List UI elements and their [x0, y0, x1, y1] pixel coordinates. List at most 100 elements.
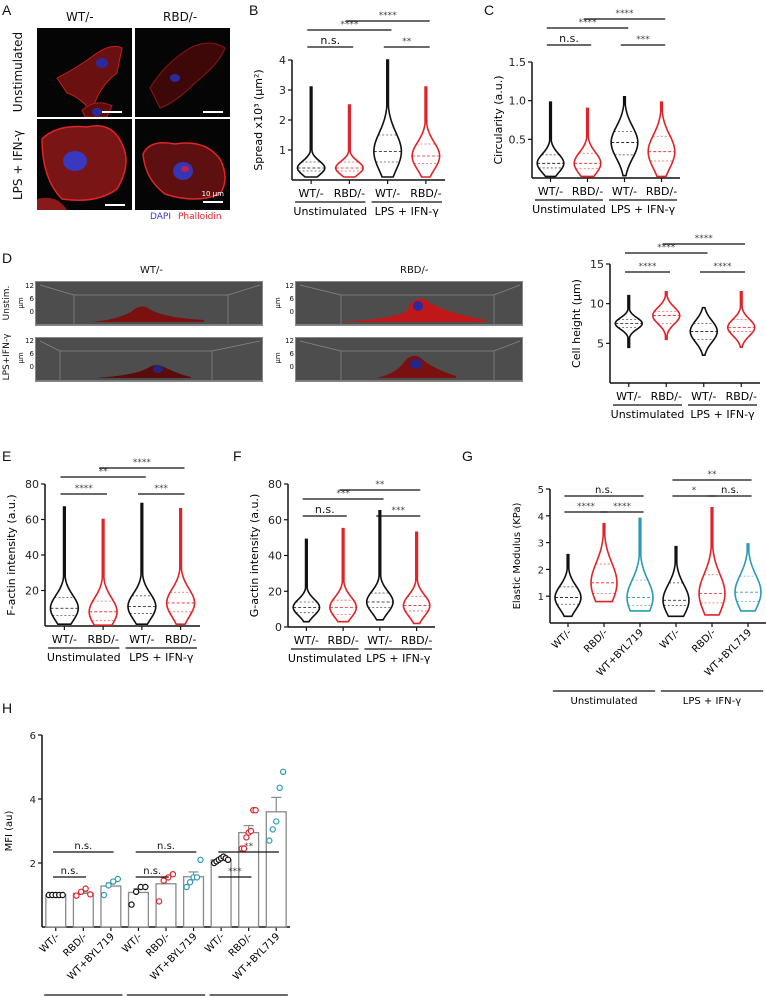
- violin: [554, 553, 582, 618]
- y-tick-label: 1.5: [509, 56, 527, 69]
- violin: [296, 86, 326, 178]
- x-tick-label: WT/-: [550, 627, 574, 651]
- significance-label: **: [402, 37, 412, 47]
- group-label: LPS + IFN-γ: [690, 408, 755, 421]
- d-axis-wt-unstim: 12 6 0: [25, 282, 34, 316]
- col-label-rbd: RBD/-: [163, 10, 198, 24]
- micrograph-rbd-unstim: [135, 28, 230, 117]
- significance-label: *: [692, 486, 697, 496]
- x-tick-label: RBD/-: [327, 634, 358, 647]
- panel-label-c: C: [484, 2, 495, 18]
- group-label: Unstimulated: [571, 696, 638, 707]
- d-row-label-lps-wrap: LPS+IFN-γ: [0, 333, 14, 381]
- cell-image: [142, 142, 226, 203]
- significance-label: ****: [714, 262, 733, 272]
- data-point: [224, 856, 232, 863]
- significance-label: n.s.: [315, 503, 335, 516]
- group-label: LPS + IFN-γ: [683, 696, 741, 707]
- zstack-render: [296, 284, 522, 325]
- row-label-lps-wrap: LPS + IFN-γ: [4, 120, 32, 210]
- panel-label-f: F: [233, 448, 242, 464]
- data-point: [142, 883, 149, 891]
- significance-label: ****: [639, 262, 658, 272]
- group-label: LPS + IFN-γ: [375, 205, 440, 218]
- d-unit-label: μm: [17, 352, 25, 364]
- panel-label-a: A: [2, 2, 12, 18]
- data-point: [276, 784, 283, 792]
- y-tick-label: 20: [25, 585, 39, 598]
- micrograph-wt-lps: [37, 119, 132, 210]
- y-axis-label: G-actin intensity (a.u.): [248, 494, 261, 618]
- data-point: [87, 891, 94, 898]
- chart-E-plot: 20 40 60 80 F-actin intensity (a.u.) WT/- RBD/…: [5, 458, 200, 664]
- d-row-label-unstim: Unstim.: [2, 285, 12, 320]
- significance-label: ****: [616, 9, 635, 19]
- group-label: Unstimulated: [532, 203, 606, 216]
- violin: [726, 290, 756, 349]
- panel-label-e: E: [2, 448, 12, 464]
- y-tick-label: 40: [25, 549, 39, 562]
- y-tick-label: 1: [279, 144, 286, 157]
- y-tick-label: 2: [279, 114, 286, 127]
- chart-g-actin: 0 20 40 60 80 G-actin intensity (a.u.) WT/- RBD…: [248, 478, 435, 665]
- group-label: Unstimulated: [288, 652, 362, 665]
- group-label: Unstimulated: [293, 205, 367, 218]
- panel-label-d: D: [2, 250, 13, 266]
- y-axis-label: Cell height (μm): [570, 279, 583, 368]
- y-tick-label: 0.5: [509, 133, 527, 146]
- row-label-unstim-wrap: Unstimulated: [4, 28, 32, 116]
- d-row-label-lps: LPS+IFN-γ: [2, 333, 12, 381]
- data-point: [186, 878, 194, 886]
- bar: [155, 883, 177, 928]
- panel-label-h: H: [2, 700, 13, 716]
- x-tick-label: WT/-: [129, 633, 154, 646]
- violin: [626, 517, 654, 612]
- scale-bar: [105, 204, 125, 206]
- d-col-label-wt: WT/-: [140, 265, 163, 276]
- x-tick-label: RBD/-: [165, 633, 196, 646]
- violin: [373, 59, 403, 178]
- scale-bar: [203, 111, 223, 113]
- violin: [365, 510, 394, 621]
- y-tick-label: 60: [268, 514, 282, 527]
- cell-image: [56, 45, 123, 117]
- y-tick-label: 80: [268, 478, 282, 491]
- data-point: [197, 856, 204, 863]
- x-tick-label: WT/-: [616, 390, 641, 403]
- significance-label: ****: [579, 18, 598, 28]
- significance-label: ***: [636, 35, 650, 45]
- data-point: [273, 818, 280, 825]
- significance-label: ***: [336, 489, 350, 499]
- significance-label: n.s.: [559, 32, 579, 45]
- violin: [536, 101, 565, 178]
- scale-bar: [203, 201, 223, 203]
- significance-label: n.s.: [143, 866, 161, 877]
- data-point: [114, 875, 122, 883]
- zstack-rbd-lps: [295, 337, 523, 382]
- y-tick-label: 80: [25, 478, 39, 491]
- x-tick-label: RBD/-: [651, 390, 682, 403]
- y-tick-label: 5: [538, 485, 544, 496]
- cell-image: [37, 125, 127, 210]
- data-point: [252, 806, 259, 814]
- significance-label: ****: [340, 20, 359, 30]
- d-unit-label: μm: [274, 297, 282, 309]
- x-tick-label: WT/-: [658, 627, 682, 651]
- violin: [334, 104, 364, 178]
- violin: [689, 306, 719, 357]
- y-axis-label: Circularity (a.u.): [492, 75, 505, 164]
- scale-bar-label: 10 μm: [201, 190, 224, 198]
- x-tick-label: WT/-: [691, 390, 716, 403]
- violin: [402, 531, 431, 625]
- y-tick-label: 2: [30, 859, 36, 870]
- x-tick-label: RBD/-: [646, 185, 677, 198]
- violin: [610, 96, 639, 177]
- significance-label: ****: [75, 484, 94, 494]
- data-point: [266, 837, 273, 844]
- chart-f-actin: 20 40 60 80 F-actin intensity (a.u.) WT/- RBD/…: [5, 458, 200, 664]
- y-tick-label: 20: [268, 585, 282, 598]
- violin: [573, 107, 602, 178]
- zstack-render: [36, 340, 262, 381]
- d-axis-rbd-lps: 12 6 0: [285, 337, 294, 371]
